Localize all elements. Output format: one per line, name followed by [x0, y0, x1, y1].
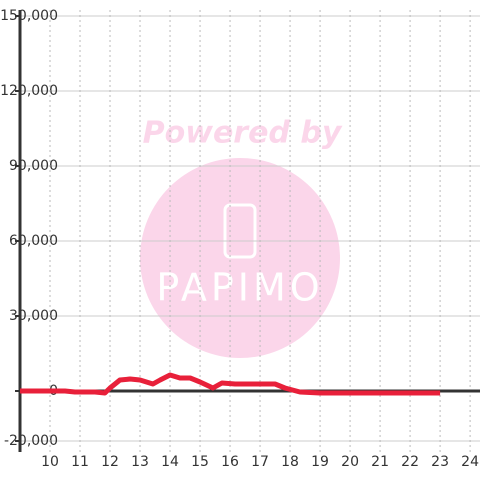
x-tick-label: 20	[341, 454, 359, 470]
x-tick-label: 12	[101, 454, 119, 470]
x-tick-label: 24	[461, 454, 479, 470]
y-tick-label: 30,000	[9, 308, 58, 324]
watermark-icon	[223, 203, 257, 259]
y-tick-label: -20,000	[4, 433, 58, 449]
x-tick-label: 18	[281, 454, 299, 470]
data-line	[20, 372, 441, 396]
watermark-brand: PAPIMO	[156, 266, 323, 310]
x-tick-label: 13	[131, 454, 149, 470]
y-tick-label: 90,000	[9, 158, 58, 174]
y-tick-label: 60,000	[9, 233, 58, 249]
x-tick-label: 17	[251, 454, 269, 470]
y-tick-label: 150,000	[0, 8, 58, 24]
x-tick-label: 15	[191, 454, 209, 470]
x-tick-label: 21	[371, 454, 389, 470]
x-tick-label: 11	[71, 454, 89, 470]
x-tick-label: 19	[311, 454, 329, 470]
x-tick-label: 14	[161, 454, 179, 470]
x-tick-label: 23	[431, 454, 449, 470]
watermark-title: Powered by	[143, 116, 343, 151]
x-tick-label: 22	[401, 454, 419, 470]
x-tick-label: 10	[41, 454, 59, 470]
x-tick-label: 16	[221, 454, 239, 470]
y-tick-label: 120,000	[0, 83, 58, 99]
